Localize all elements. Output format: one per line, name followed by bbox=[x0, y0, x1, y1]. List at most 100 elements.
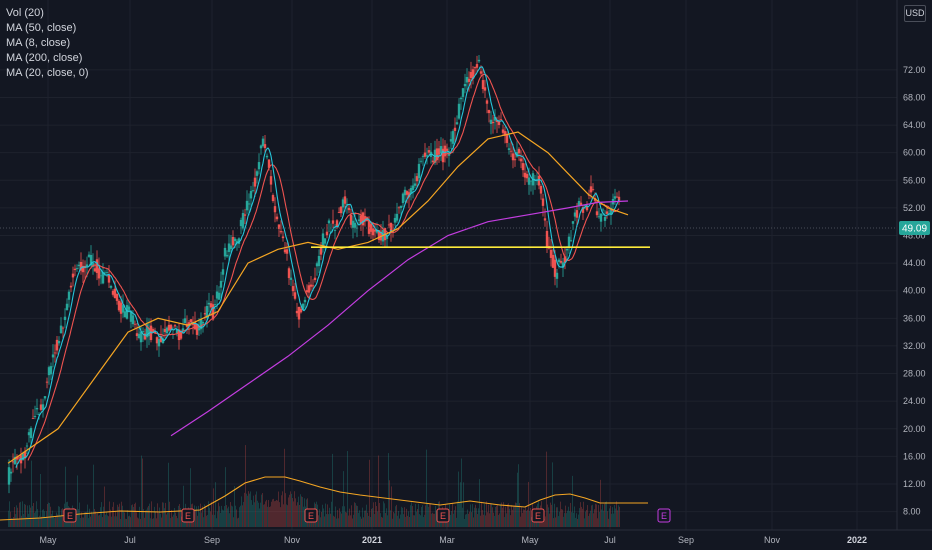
candle-body bbox=[193, 322, 197, 330]
volume-bar bbox=[273, 498, 274, 527]
candle-body bbox=[521, 163, 525, 171]
volume-bar bbox=[20, 501, 21, 527]
volume-bar bbox=[457, 501, 458, 527]
volume-bar bbox=[131, 505, 132, 527]
volume-bar bbox=[479, 479, 480, 527]
volume-bar bbox=[112, 506, 113, 527]
candle-body bbox=[489, 119, 493, 124]
x-axis[interactable]: May Jul Sep Nov 2021 Mar May Jul Sep Nov 2022 bbox=[39, 535, 867, 545]
volume-bar bbox=[599, 511, 600, 527]
volume-bar bbox=[343, 471, 344, 527]
volume-bar bbox=[118, 506, 119, 527]
candle-body bbox=[75, 267, 79, 269]
volume-bar bbox=[321, 511, 322, 527]
volume-bar bbox=[81, 512, 82, 527]
candle-body bbox=[585, 205, 589, 211]
earnings-marker-label: E bbox=[185, 511, 191, 521]
volume-bar bbox=[171, 509, 172, 527]
volume-bar bbox=[387, 515, 388, 527]
volume-bar bbox=[589, 513, 590, 527]
candle-body bbox=[127, 306, 131, 310]
candle-body bbox=[35, 408, 39, 410]
candle-body bbox=[289, 277, 293, 280]
candle-body bbox=[567, 236, 571, 247]
volume-bar bbox=[28, 513, 29, 527]
candle-body bbox=[475, 64, 479, 68]
candle-body bbox=[335, 220, 339, 228]
volume-bar bbox=[246, 493, 247, 527]
last-price-badge bbox=[899, 220, 930, 235]
volume-bar bbox=[155, 511, 156, 527]
candle-body bbox=[27, 432, 31, 436]
candle-body bbox=[477, 59, 481, 62]
legend-ma20[interactable]: MA (20, close, 0) bbox=[6, 67, 89, 79]
volume-bar bbox=[407, 515, 408, 527]
volume-bar bbox=[31, 460, 32, 527]
volume-bar bbox=[324, 516, 325, 527]
volume-bar bbox=[99, 515, 100, 527]
candle-body bbox=[85, 264, 89, 267]
volume-bar bbox=[266, 499, 267, 527]
volume-bar bbox=[388, 453, 389, 527]
volume-bar bbox=[335, 506, 336, 527]
candle-body bbox=[423, 152, 427, 157]
volume-bar bbox=[509, 508, 510, 527]
volume-bar bbox=[336, 518, 337, 527]
volume-bar bbox=[344, 506, 345, 527]
volume-bar bbox=[49, 502, 50, 527]
volume-bar bbox=[451, 510, 452, 527]
legend-vol[interactable]: Vol (20) bbox=[6, 7, 44, 19]
volume-bar bbox=[499, 513, 500, 527]
volume-bar bbox=[606, 501, 607, 527]
candle-body bbox=[209, 303, 213, 308]
volume-bar bbox=[322, 504, 323, 527]
currency-badge[interactable]: USD bbox=[904, 5, 926, 22]
volume-bar bbox=[137, 517, 138, 527]
legend-ma200[interactable]: MA (200, close) bbox=[6, 52, 83, 64]
volume-bar bbox=[474, 507, 475, 527]
y-axis[interactable]: 72.00 68.00 64.00 60.00 56.00 52.00 48.00 44.00… bbox=[903, 65, 926, 517]
volume-bar bbox=[223, 510, 224, 527]
earnings-marker-label: E bbox=[535, 511, 541, 521]
volume-bar bbox=[228, 506, 229, 527]
volume-bar bbox=[320, 517, 321, 527]
volume-bar bbox=[574, 506, 575, 527]
volume-bar bbox=[148, 505, 149, 527]
x-tick-label: May bbox=[39, 535, 57, 545]
y-tick-label: 52.00 bbox=[903, 203, 926, 213]
candle-body bbox=[325, 231, 329, 236]
volume-ma bbox=[0, 476, 648, 521]
volume-bar bbox=[52, 510, 53, 527]
candle-body bbox=[105, 272, 109, 273]
candle-body bbox=[195, 323, 199, 335]
volume-bar bbox=[162, 502, 163, 527]
candle-body bbox=[221, 269, 225, 275]
volume-bar bbox=[348, 515, 349, 527]
earnings-marker: E bbox=[657, 508, 671, 523]
volume-bar bbox=[219, 506, 220, 527]
candle-body bbox=[269, 176, 273, 185]
legend-ma8[interactable]: MA (8, close) bbox=[6, 37, 71, 49]
volume-bar bbox=[274, 501, 275, 527]
volume-bar bbox=[368, 515, 369, 527]
candle-body bbox=[115, 293, 119, 301]
candle-body bbox=[371, 228, 375, 236]
volume-bar bbox=[367, 512, 368, 527]
volume-bar bbox=[95, 511, 96, 527]
volume-bar bbox=[619, 506, 620, 527]
volume-bar bbox=[270, 506, 271, 527]
volume-bar bbox=[380, 513, 381, 527]
volume-bar bbox=[59, 506, 60, 527]
volume-bar bbox=[44, 511, 45, 527]
earnings-marker-box bbox=[531, 508, 545, 523]
volume-bar bbox=[65, 466, 66, 527]
candle-body bbox=[121, 305, 125, 313]
candle-body bbox=[545, 230, 549, 247]
candle-body bbox=[483, 87, 487, 91]
legend-ma50[interactable]: MA (50, close) bbox=[6, 22, 77, 34]
candle-body bbox=[55, 339, 59, 351]
volume-bar bbox=[221, 505, 222, 527]
candle-body bbox=[259, 145, 263, 149]
volume-bar bbox=[23, 514, 24, 527]
